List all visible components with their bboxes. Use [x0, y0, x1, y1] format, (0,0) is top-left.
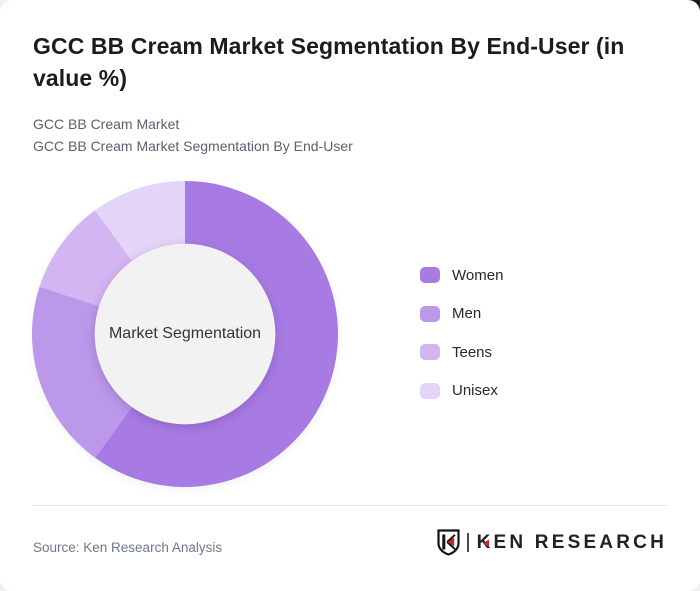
- donut-segment-women[interactable]: [95, 181, 338, 487]
- chart-subtitle-line2: GCC BB Cream Market Segmentation By End-…: [33, 138, 353, 154]
- chart-subtitle: GCC BB Cream Market GCC BB Cream Market …: [33, 113, 353, 157]
- logo-separator: [466, 533, 469, 552]
- brand-wordmark: KEN RESEARCH: [476, 531, 667, 553]
- legend-label-teens: Teens: [452, 343, 493, 361]
- donut-chart[interactable]: Market Segmentation: [32, 181, 338, 487]
- legend-label-unisex: Unisex: [452, 382, 498, 399]
- footer-divider: [33, 505, 667, 506]
- legend-item-women[interactable]: Women: [420, 266, 504, 284]
- legend-label-women: Women: [452, 266, 504, 284]
- legend-swatch-men: [420, 305, 440, 322]
- donut-segment-men[interactable]: [32, 286, 132, 458]
- legend-swatch-women: [420, 267, 440, 283]
- donut-svg[interactable]: [32, 181, 338, 487]
- ken-research-logo[interactable]: KEN RESEARCH: [436, 529, 667, 556]
- legend-label-men: Men: [452, 305, 482, 322]
- legend-item-teens[interactable]: Teens: [420, 343, 503, 361]
- ken-research-shield-icon: [436, 529, 460, 556]
- donut-center-circle: [94, 243, 276, 425]
- donut-segment-teens[interactable]: [39, 210, 132, 307]
- legend-item-men[interactable]: Men: [420, 305, 503, 322]
- legend-swatch-teens: [420, 344, 440, 360]
- source-text: Source: Ken Research Analysis: [33, 540, 223, 555]
- brand-k-triangle-icon: [482, 538, 489, 547]
- donut-center-label: Market Segmentation: [108, 325, 262, 342]
- chart-subtitle-line1: GCC BB Cream Market: [33, 116, 180, 132]
- chart-title: GCC BB Cream Market Segmentation By End-…: [33, 33, 625, 91]
- legend-item-unisex[interactable]: Unisex: [420, 382, 503, 399]
- chart-legend: Women Men Teens Unisex: [420, 267, 503, 421]
- legend-swatch-unisex: [420, 382, 440, 399]
- donut-segment-unisex[interactable]: [95, 181, 185, 261]
